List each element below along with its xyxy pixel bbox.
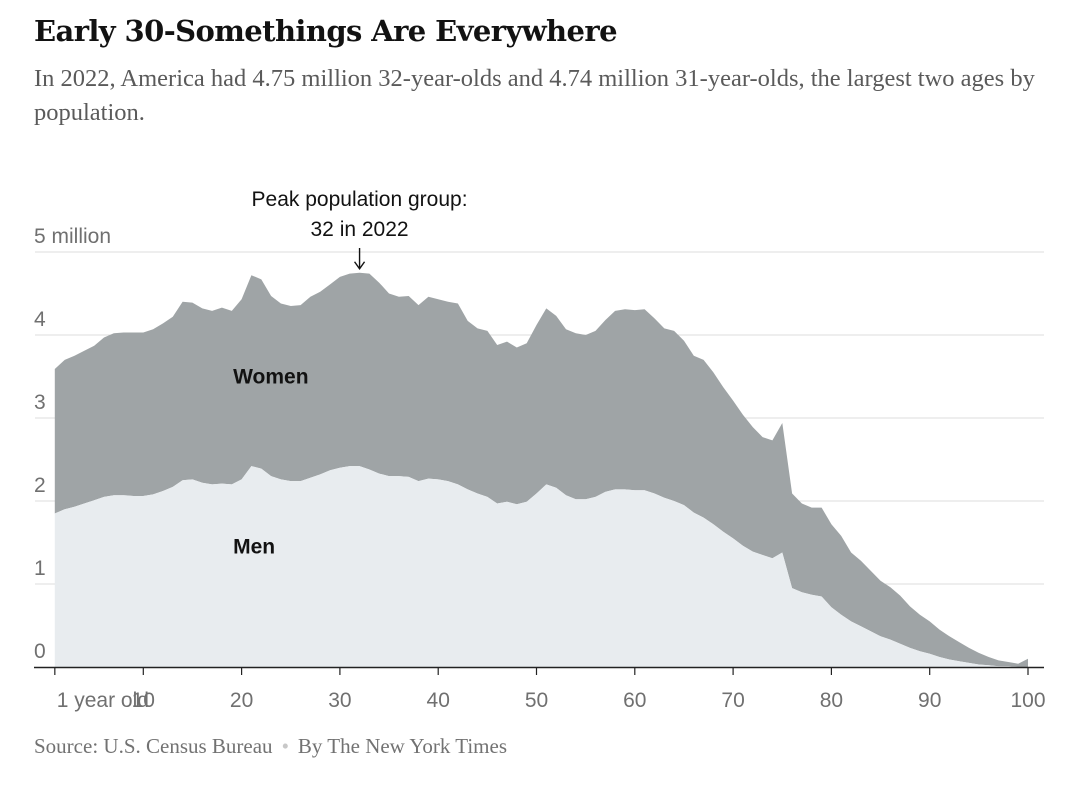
x-tick-label: 50 [525,689,548,712]
y-tick-label: 4 [34,308,46,331]
y-tick-label: 5 million [34,225,111,248]
area-series-group [54,272,1029,667]
y-tick-label: 1 [34,557,46,580]
byline: By The New York Times [297,734,507,758]
peak-annotation-line: Peak population group: [252,188,468,211]
chart-subhead: In 2022, America had 4.75 million 32-yea… [34,65,1035,126]
x-tick-label: 80 [820,689,843,712]
men-area [54,466,1029,667]
source-label: Source: U.S. Census Bureau [34,734,273,758]
separator-dot: • [281,734,289,758]
source-line: Source: U.S. Census Bureau • By The New Yo… [34,734,507,759]
x-tick-label: 90 [918,689,941,712]
y-tick-label: 2 [34,474,46,497]
x-tick-label: 70 [721,689,744,712]
x-tick-label: 60 [623,689,646,712]
chart-labels: Women Men Peak population group: 32 in 2022 [233,188,467,559]
peak-annotation-line: 32 in 2022 [311,218,409,241]
x-tick-label: 1 year old [57,689,149,712]
x-tick-label: 100 [1010,689,1045,712]
women-area [54,272,1029,667]
y-tick-label: 3 [34,391,46,414]
x-tick-label: 30 [328,689,351,712]
chart-headline: Early 30-Somethings Are Everywhere [34,14,618,48]
annotation-arrowhead [353,261,366,270]
y-tick-label: 0 [34,640,46,663]
series-label-men: Men [233,536,275,559]
x-tick-label: 40 [427,689,450,712]
x-tick-label: 10 [132,689,155,712]
series-label-women: Women [233,366,308,389]
x-tick-label: 20 [230,689,253,712]
